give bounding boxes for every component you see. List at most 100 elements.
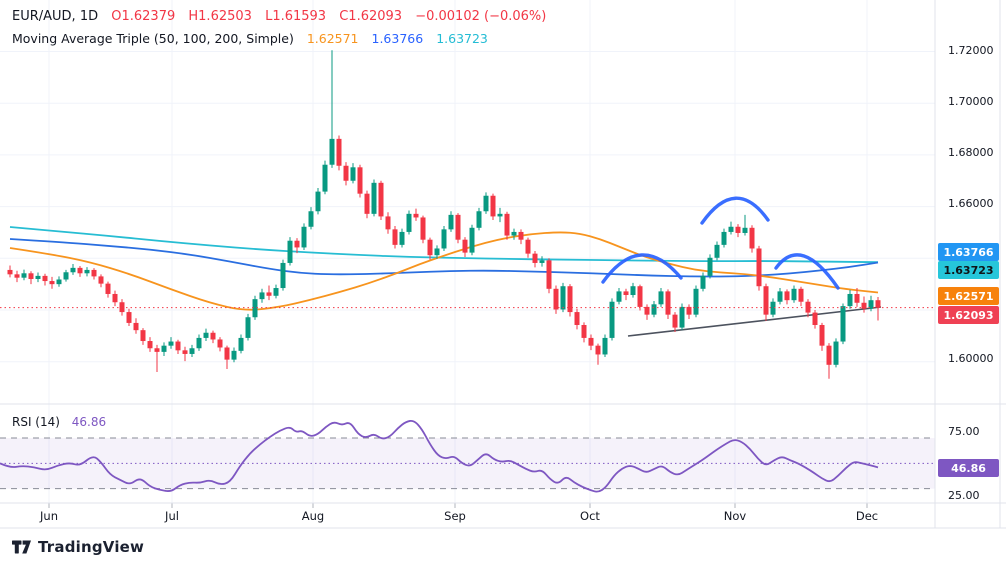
candle-body	[749, 227, 755, 249]
candle-body	[609, 301, 615, 338]
candle-body	[301, 226, 307, 248]
candle-body	[721, 231, 727, 245]
candle-body	[455, 214, 461, 240]
month-label: Jun	[40, 509, 58, 523]
candle-body	[756, 248, 762, 287]
candle-body	[686, 306, 692, 315]
candle-body	[490, 195, 496, 217]
price-badge: 1.63723	[938, 261, 999, 279]
candle-body	[315, 191, 321, 212]
month-label: Aug	[301, 509, 325, 523]
month-label: Jul	[165, 509, 179, 523]
candle-body	[364, 193, 370, 214]
rsi-title[interactable]: RSI (14)	[12, 415, 60, 429]
candle-body	[644, 306, 650, 315]
candle-body	[805, 301, 811, 313]
ohlc-open: O1.62379	[111, 9, 176, 24]
ohlc-close: C1.62093	[339, 9, 403, 24]
candle-body	[154, 348, 160, 352]
candle-body	[546, 260, 552, 289]
ohlc-high: H1.62503	[188, 9, 252, 24]
candle-body	[77, 267, 83, 274]
indicator-title[interactable]: Moving Average Triple (50, 100, 200, Sim…	[12, 31, 294, 46]
candle-body	[518, 231, 524, 240]
symbol-header-row: EUR/AUD, 1D O1.62379 H1.62503 L1.61593 C…	[12, 9, 555, 24]
rsi-axis-label: 75.00	[948, 425, 980, 438]
candle-body	[105, 283, 111, 294]
month-label: Nov	[723, 509, 747, 523]
candle-body	[70, 267, 76, 273]
candle-body	[98, 276, 104, 284]
candle-body	[35, 275, 41, 279]
candle-body	[42, 275, 48, 282]
rsi-header-row: RSI (14) 46.86	[12, 415, 106, 429]
candle-body	[560, 286, 566, 310]
candle-body	[875, 300, 881, 308]
candle-body	[567, 286, 573, 313]
tradingview-logo[interactable]: TradingView	[12, 538, 144, 556]
candle-body	[168, 341, 174, 346]
indicator-header-row: Moving Average Triple (50, 100, 200, Sim…	[12, 31, 497, 46]
pattern-arc	[774, 253, 840, 290]
ohlc-change: −0.00102 (−0.06%)	[415, 9, 547, 24]
candle-body	[770, 301, 776, 315]
price-axis-label: 1.68000	[948, 146, 994, 159]
candle-body	[539, 260, 545, 263]
candle-body	[441, 229, 447, 249]
candle-body	[189, 348, 195, 354]
candle-body	[147, 341, 153, 349]
candle-body	[175, 341, 181, 351]
candle-body	[532, 253, 538, 263]
candle-body	[280, 262, 286, 289]
price-axis-label: 1.70000	[948, 95, 994, 108]
candle-body	[273, 288, 279, 296]
candle-body	[84, 269, 90, 274]
candle-body	[252, 299, 258, 318]
candle-body	[847, 293, 853, 307]
rsi-value: 46.86	[71, 415, 107, 429]
pattern-arc	[601, 253, 683, 284]
candle-body	[763, 286, 769, 315]
candle-body	[378, 182, 384, 217]
month-label: Sep	[444, 509, 466, 523]
candle-body	[728, 226, 734, 232]
candle-body	[553, 288, 559, 310]
ohlc-low: L1.61593	[265, 9, 327, 24]
candle-body	[308, 211, 314, 227]
candle-body	[161, 345, 167, 352]
rsi-axis-label: 25.00	[948, 489, 980, 502]
candle-body	[595, 345, 601, 355]
candle-body	[350, 167, 356, 181]
tradingview-logo-icon	[12, 540, 31, 554]
symbol-title[interactable]: EUR/AUD, 1D	[12, 9, 99, 24]
pattern-arc	[700, 196, 770, 225]
candle-body	[707, 257, 713, 276]
candle-body	[196, 337, 202, 349]
candle-body	[49, 281, 55, 285]
price-axis-label: 1.66000	[948, 197, 994, 210]
trendline	[627, 306, 882, 337]
candle-body	[742, 227, 748, 233]
candle-body	[266, 292, 272, 296]
price-badge: 1.62093	[938, 306, 999, 324]
candle-body	[672, 314, 678, 328]
candle-body	[28, 273, 34, 279]
candle-body	[525, 239, 531, 254]
candle-body	[238, 337, 244, 351]
candle-body	[812, 312, 818, 325]
candle-body	[504, 213, 510, 236]
candle-body	[497, 213, 503, 217]
candle-body	[714, 244, 720, 258]
candle-body	[798, 288, 804, 302]
candle-body	[210, 332, 216, 340]
candle-body	[826, 345, 832, 365]
price-axis-label: 1.60000	[948, 352, 994, 365]
sma50-line	[9, 231, 879, 311]
candle-body	[133, 322, 139, 331]
tradingview-logo-text: TradingView	[38, 538, 145, 556]
candle-body	[56, 279, 62, 285]
candle-body	[658, 291, 664, 305]
candle-body	[406, 213, 412, 232]
